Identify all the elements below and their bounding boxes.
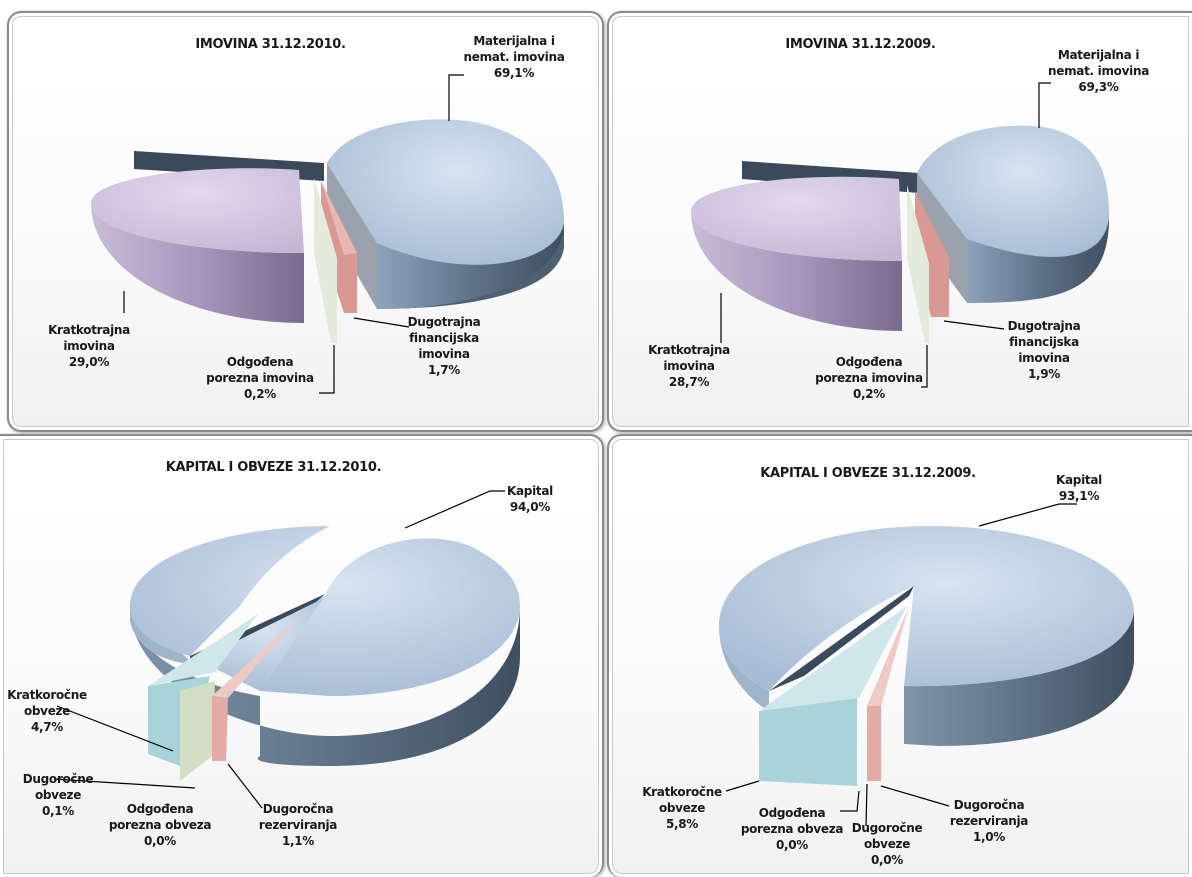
- slice-dugorocne: [180, 681, 215, 781]
- chart-title: KAPITAL I OBVEZE 31.12.2010.: [165, 460, 382, 475]
- slice-odgodena: [907, 185, 929, 343]
- slice-dark-back: [769, 586, 914, 691]
- slice-rezerviranja-top: [867, 606, 909, 706]
- label-odgodena: Odgođena porezna imovina 0,2%: [815, 355, 923, 401]
- chart-title: IMOVINA 31.12.2010.: [195, 37, 346, 52]
- chart-panel-imovina-2010: IMOVINA 31.12.2010. Materijalna i nemat. …: [7, 11, 604, 432]
- slice-rezerviranja: [867, 706, 881, 781]
- slice-materijalna-side: [377, 223, 564, 309]
- slice-materijalna-edge: [327, 163, 377, 309]
- label-financijska: Dugotrajna financijska imovina 1,9%: [1007, 319, 1081, 381]
- leader-odgodena: [921, 345, 928, 388]
- slice-rezerviranja-top: [212, 616, 300, 698]
- slice-odgodena: [314, 178, 337, 343]
- label-odgodena: Odgođena porezna obveza 0,0%: [108, 802, 212, 848]
- label-kratkorocne: Kratkoročne obveze 4,7%: [7, 688, 87, 734]
- leader-financijska: [353, 317, 410, 328]
- slice-kapital-side: [719, 626, 769, 711]
- slice-materijalna-edge: [917, 173, 967, 303]
- label-dugorocne: Dugoročne obveze 0,1%: [22, 772, 94, 818]
- label-kratkotrajna: Kratkotrajna imovina 29,0%: [48, 323, 130, 369]
- label-kratkotrajna: Kratkotrajna imovina 28,7%: [648, 343, 730, 389]
- leader-kratkorocne: [725, 780, 760, 792]
- slice-materijalna: [327, 119, 564, 265]
- label-kapital: Kapital 94,0%: [507, 484, 553, 514]
- leader-rezerviranja: [880, 785, 950, 807]
- label-odgodena: Odgođena porezna obveza 0,0%: [740, 806, 844, 852]
- slice-financijska-top: [321, 181, 357, 255]
- slice-kapital: [130, 526, 520, 696]
- label-materijalna: Materijalna i nemat. imovina 69,3%: [1048, 48, 1149, 94]
- chart-panel-kapital-2010: KAPITAL I OBVEZE 31.12.2010. Kapital 94,0…: [0, 434, 604, 877]
- chart-panel-kapital-2009: KAPITAL I OBVEZE 31.12.2009. Kapital 93,1…: [607, 434, 1192, 877]
- slice-kapital-top-fill: [190, 596, 325, 691]
- slice-kratkotrajna: [91, 168, 304, 253]
- slice-kratkorocne-top: [759, 606, 907, 711]
- pie-chart-kapital-2009: [719, 503, 1134, 827]
- slice-materijalna: [917, 125, 1109, 257]
- label-materijalna: Materijalna i nemat. imovina 69,1%: [463, 34, 565, 80]
- slice-kratkorocne-top: [148, 614, 258, 686]
- pie-chart-imovina-2010: [91, 74, 564, 394]
- leader-materijalna: [1038, 82, 1051, 128]
- label-kratkorocne: Kratkoročne obveze 5,8%: [642, 785, 722, 831]
- chart-panel-imovina-2009: IMOVINA 31.12.2009. Materijalna i nemat. …: [607, 11, 1192, 432]
- label-rezerviranja: Dugoročna rezerviranja 1,1%: [258, 802, 338, 848]
- slice-kratkotrajna-side: [691, 211, 902, 331]
- slice-kapital: [719, 526, 1134, 691]
- label-odgodena: Odgođena porezna imovina 0,2%: [206, 355, 314, 401]
- pie-chart-kapital-2010: [53, 490, 520, 809]
- leader-kapital: [404, 490, 505, 529]
- label-kapital: Kapital 93,1%: [1056, 473, 1102, 503]
- slice-kapital-side-right: [904, 611, 1134, 746]
- leader-dugorocne: [865, 783, 868, 827]
- slice-kapital-side: [130, 606, 520, 766]
- label-financijska: Dugotrajna financijska imovina 1,7%: [407, 315, 481, 377]
- leader-financijska: [943, 320, 1005, 330]
- chart-title: IMOVINA 31.12.2009.: [785, 37, 936, 52]
- slice-kratkotrajna: [691, 176, 902, 261]
- leader-dugorocne: [53, 778, 196, 789]
- leader-materijalna: [448, 74, 464, 121]
- label-dugorocne: Dugoročne obveze 0,0%: [851, 821, 923, 867]
- leader-kratkorocne: [56, 705, 174, 752]
- slice-kratkotrajna-side: [91, 203, 304, 323]
- chart-title: KAPITAL I OBVEZE 31.12.2009.: [760, 466, 976, 481]
- leader-odgodena: [840, 790, 860, 812]
- slice-financijska: [321, 181, 357, 313]
- leader-rezerviranja: [227, 763, 263, 809]
- leader-kapital: [978, 503, 1077, 527]
- slice-rezerviranja: [212, 696, 228, 761]
- slice-kratkorocne: [759, 698, 857, 786]
- label-rezerviranja: Dugoročna rezerviranja 1,0%: [949, 798, 1029, 844]
- leader-odgodena: [319, 345, 335, 394]
- pie-chart-imovina-2009: [691, 82, 1109, 388]
